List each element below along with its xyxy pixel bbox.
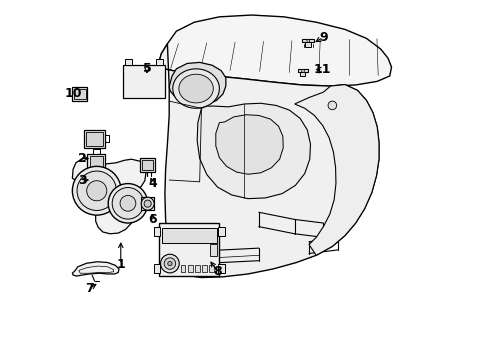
Text: 3: 3 <box>78 174 86 186</box>
Bar <box>218 226 224 235</box>
Circle shape <box>327 101 336 110</box>
Circle shape <box>160 254 179 273</box>
Circle shape <box>108 184 147 223</box>
Text: 4: 4 <box>148 177 157 190</box>
Bar <box>180 265 185 272</box>
Bar <box>202 265 206 272</box>
Circle shape <box>77 171 116 211</box>
Bar <box>142 159 153 170</box>
Bar <box>162 228 216 243</box>
Polygon shape <box>159 44 378 278</box>
Polygon shape <box>300 72 305 76</box>
Polygon shape <box>297 69 308 72</box>
Text: 11: 11 <box>313 63 331 76</box>
Bar <box>74 89 85 99</box>
Bar <box>123 65 164 98</box>
Bar <box>155 59 163 65</box>
Bar <box>218 264 224 273</box>
Polygon shape <box>169 62 225 105</box>
Text: 8: 8 <box>213 265 222 278</box>
Circle shape <box>167 261 172 266</box>
Bar <box>195 265 199 272</box>
Polygon shape <box>301 39 314 42</box>
Bar <box>209 265 214 272</box>
Text: 2: 2 <box>78 152 86 165</box>
Text: 9: 9 <box>319 31 327 44</box>
Text: 7: 7 <box>85 282 94 295</box>
Circle shape <box>112 188 143 219</box>
Polygon shape <box>197 103 310 199</box>
Bar <box>159 223 219 276</box>
Bar <box>87 154 105 171</box>
Polygon shape <box>72 262 119 276</box>
Circle shape <box>86 181 106 201</box>
Bar <box>89 156 103 169</box>
Circle shape <box>72 166 121 215</box>
Text: 1: 1 <box>116 258 125 271</box>
Bar <box>153 226 160 235</box>
Bar <box>141 197 154 211</box>
Polygon shape <box>294 85 378 255</box>
Bar <box>187 265 192 272</box>
Circle shape <box>144 200 151 207</box>
Bar <box>125 59 132 65</box>
Bar <box>140 158 155 172</box>
Polygon shape <box>179 74 213 103</box>
Text: 10: 10 <box>64 87 81 100</box>
Bar <box>72 87 87 101</box>
Polygon shape <box>305 42 310 46</box>
Bar <box>83 130 105 148</box>
Circle shape <box>120 195 136 211</box>
Polygon shape <box>159 15 391 86</box>
Circle shape <box>301 69 304 72</box>
Bar <box>210 244 217 256</box>
Bar <box>86 132 103 145</box>
Text: 6: 6 <box>148 213 157 226</box>
Text: 5: 5 <box>142 62 151 75</box>
Polygon shape <box>215 115 283 174</box>
Circle shape <box>306 40 309 42</box>
Circle shape <box>164 258 175 269</box>
Bar <box>153 264 160 273</box>
Polygon shape <box>172 69 219 108</box>
Polygon shape <box>72 158 145 234</box>
Circle shape <box>141 197 154 210</box>
